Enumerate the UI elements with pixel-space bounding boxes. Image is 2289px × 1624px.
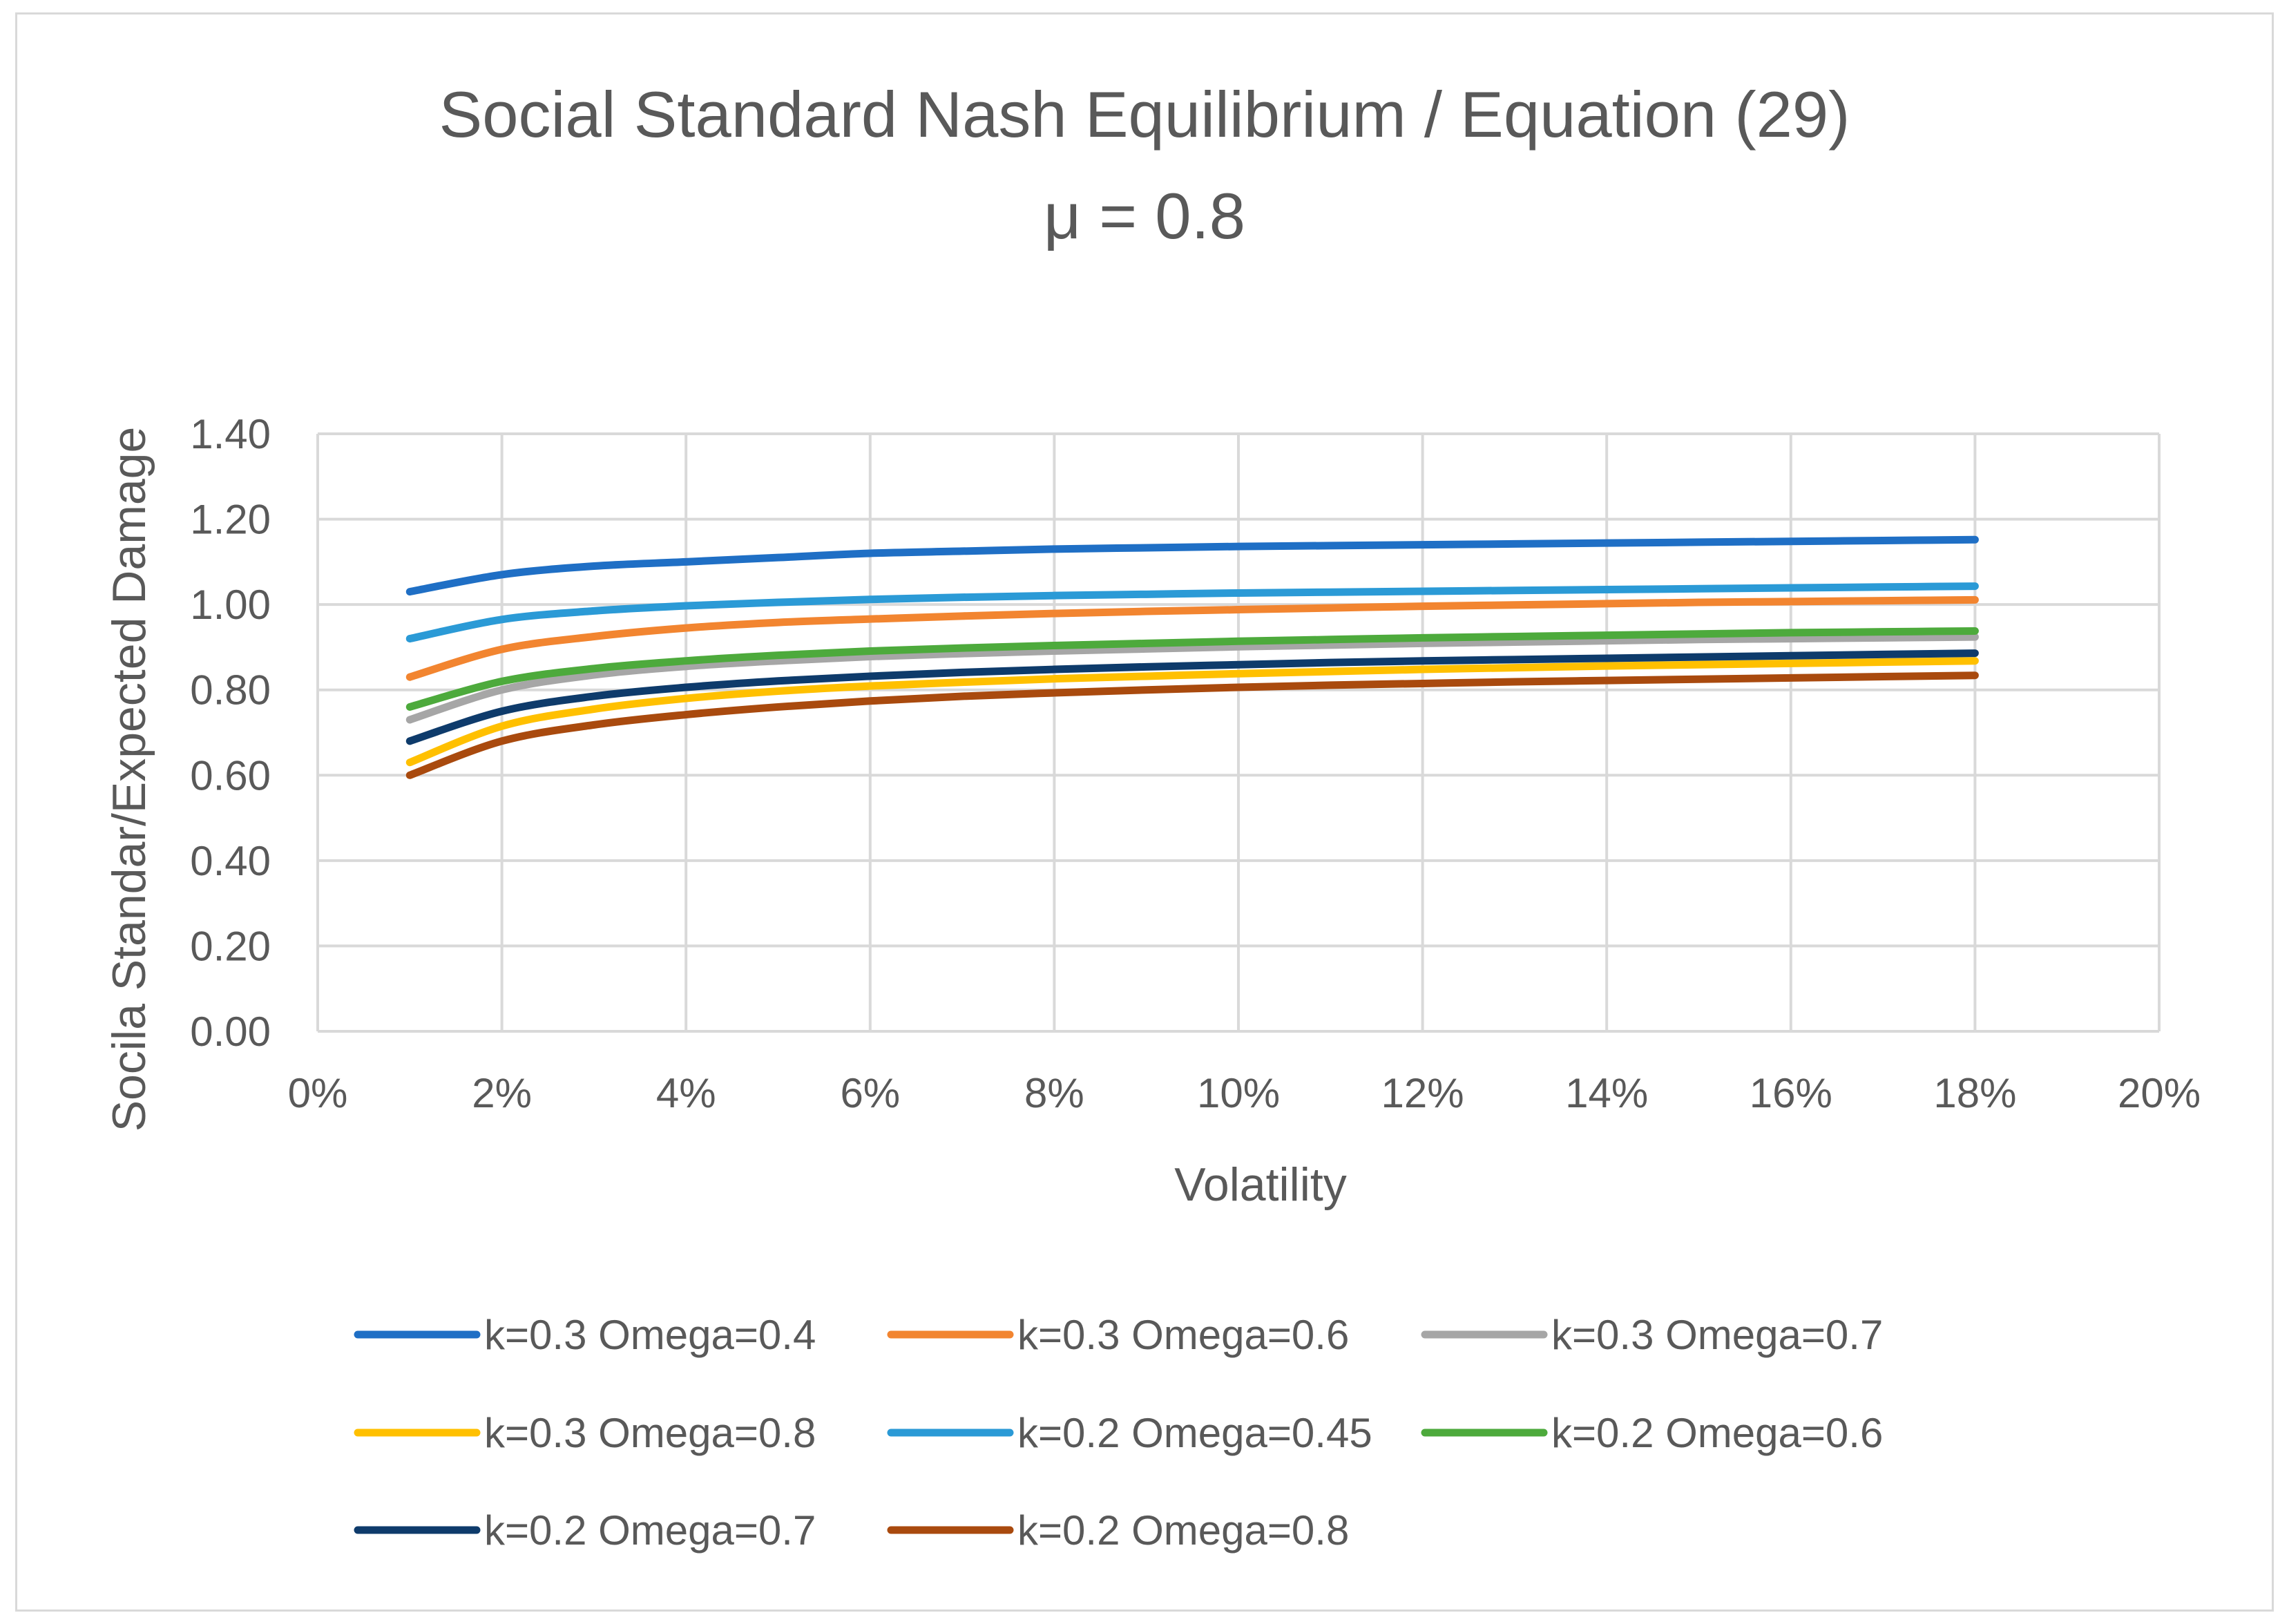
- y-tick-label: 0.20: [190, 923, 271, 969]
- x-tick-label: 6%: [840, 1070, 900, 1116]
- legend-item: k=0.3 Omega=0.7: [1421, 1312, 1883, 1358]
- legend-label: k=0.2 Omega=0.8: [1017, 1507, 1349, 1554]
- y-tick-label: 1.40: [190, 411, 271, 457]
- legend-item: k=0.2 Omega=0.8: [887, 1507, 1349, 1554]
- series-lines: [405, 535, 1979, 779]
- x-tick-label: 10%: [1197, 1070, 1280, 1116]
- y-tick-label: 0.40: [190, 838, 271, 884]
- legend-item: k=0.3 Omega=0.8: [354, 1410, 816, 1456]
- series-line-k-0-3-omega-0-8: [405, 657, 1979, 767]
- gridlines: [316, 432, 2161, 1033]
- series-line-k-0-2-omega-0-8: [405, 671, 1979, 779]
- x-tick-label: 4%: [656, 1070, 716, 1116]
- x-axis-ticks: 0% 2% 4% 6% 8% 10% 12% 14% 16% 18% 20%: [288, 1070, 2201, 1116]
- legend-item: k=0.2 Omega=0.7: [354, 1507, 816, 1554]
- y-tick-label: 0.00: [190, 1009, 271, 1055]
- x-tick-label: 8%: [1024, 1070, 1084, 1116]
- legend-label: k=0.3 Omega=0.7: [1551, 1312, 1883, 1358]
- y-tick-label: 0.60: [190, 752, 271, 799]
- legend-item: k=0.3 Omega=0.4: [354, 1312, 816, 1358]
- legend-label: k=0.2 Omega=0.6: [1551, 1410, 1883, 1456]
- legend: k=0.3 Omega=0.4 k=0.3 Omega=0.6 k=0.3 Omeg…: [354, 1312, 1883, 1554]
- series-line-k-0-2-omega-0-7: [405, 649, 1979, 745]
- series-line-k-0-3-omega-0-4: [405, 535, 1979, 596]
- series-line-k-0-3-omega-0-6: [405, 595, 1979, 681]
- x-tick-label: 18%: [1933, 1070, 2016, 1116]
- legend-item: k=0.2 Omega=0.6: [1421, 1410, 1883, 1456]
- legend-label: k=0.2 Omega=0.45: [1017, 1410, 1372, 1456]
- legend-item: k=0.2 Omega=0.45: [887, 1410, 1372, 1456]
- chart-subtitle: μ = 0.8: [1044, 180, 1245, 252]
- x-tick-label: 2%: [472, 1070, 532, 1116]
- series-line-k-0-2-omega-0-45: [405, 582, 1979, 643]
- legend-item: k=0.3 Omega=0.6: [887, 1312, 1349, 1358]
- legend-label: k=0.3 Omega=0.8: [484, 1410, 816, 1456]
- x-tick-label: 16%: [1750, 1070, 1832, 1116]
- y-axis-ticks: 0.00 0.20 0.40 0.60 0.80 1.00 1.20 1.40: [190, 411, 271, 1055]
- chart-frame: [15, 12, 2274, 1612]
- x-tick-label: 14%: [1565, 1070, 1648, 1116]
- series-line-k-0-2-omega-0-6: [405, 627, 1979, 711]
- x-tick-label: 12%: [1381, 1070, 1464, 1116]
- legend-label: k=0.2 Omega=0.7: [484, 1507, 816, 1554]
- series-line-k-0-3-omega-0-7: [405, 633, 1979, 724]
- y-tick-label: 1.20: [190, 497, 271, 543]
- x-axis-title: Volatility: [1174, 1158, 1346, 1211]
- x-tick-label: 0%: [288, 1070, 348, 1116]
- y-tick-label: 0.80: [190, 667, 271, 714]
- legend-label: k=0.3 Omega=0.6: [1017, 1312, 1349, 1358]
- x-tick-label: 20%: [2118, 1070, 2201, 1116]
- chart-title: Social Standard Nash Equilibrium / Equat…: [439, 78, 1850, 151]
- y-tick-label: 1.00: [190, 582, 271, 628]
- y-axis-title: Socila Standar/Expected Damage: [103, 427, 155, 1132]
- legend-label: k=0.3 Omega=0.4: [484, 1312, 816, 1358]
